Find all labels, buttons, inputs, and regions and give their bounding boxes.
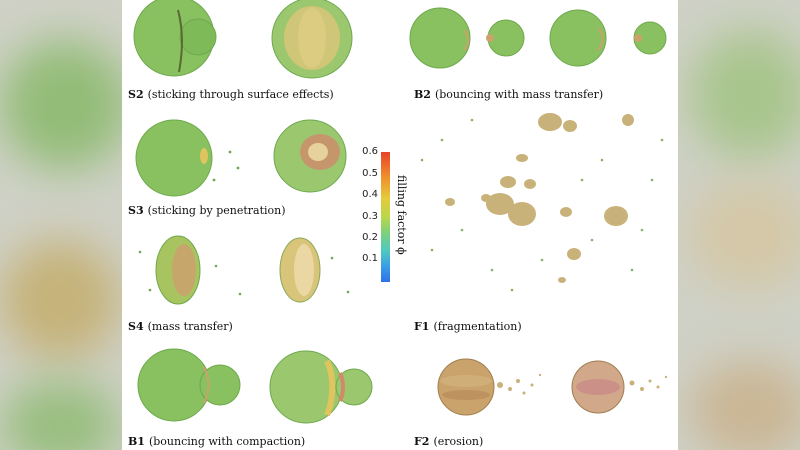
figure-page: S2 (sticking through surface effects) B2(…: [122, 0, 678, 450]
s3-desc: (sticking by penetration): [147, 204, 286, 217]
f2-desc: (erosion): [433, 435, 484, 448]
s3-simulation-image: [135, 119, 347, 197]
s4-id: S4: [128, 320, 144, 333]
b1-desc: (bouncing with compaction): [148, 435, 306, 448]
colorbar-tick: 0.4: [362, 189, 378, 200]
f1-simulation-image: [420, 113, 664, 292]
colorbar-tick: 0.3: [362, 211, 378, 222]
s2-id: S2: [128, 88, 144, 101]
b2-simulation-image: [409, 7, 667, 69]
colorbar-tick: 0.5: [362, 168, 378, 179]
s2-simulation-image: [133, 0, 353, 79]
f2-id: F2: [414, 435, 430, 448]
s3-id: S3: [128, 204, 144, 217]
f1-desc: (fragmentation): [433, 320, 522, 333]
colorbar-tick: 0.6: [362, 146, 378, 157]
s4-simulation-image: [138, 235, 350, 305]
colorbar-gradient: [381, 152, 390, 282]
b2-desc: (bouncing with mass transfer): [434, 88, 604, 101]
colorbar-label: filling factor ϕ: [395, 175, 408, 255]
s2-desc: (sticking through surface effects): [147, 88, 334, 101]
b1-id: B1: [128, 435, 145, 448]
s4-desc: (mass transfer): [147, 320, 233, 333]
f2-simulation-image: [437, 358, 668, 416]
colorbar-tick: 0.1: [362, 253, 378, 264]
b2-id: B2: [414, 88, 431, 101]
f1-id: F1: [414, 320, 430, 333]
b1-simulation-image: [137, 348, 373, 424]
colorbar-tick: 0.2: [362, 232, 378, 243]
